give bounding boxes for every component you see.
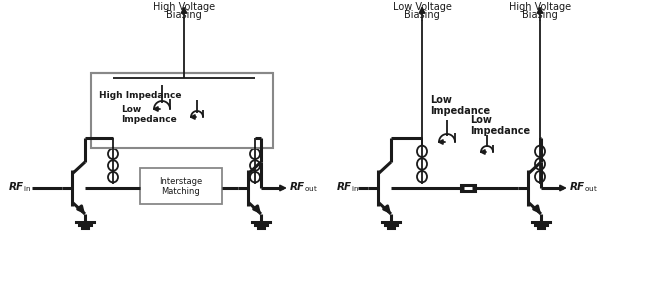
Text: Impedance: Impedance: [430, 106, 490, 116]
Text: Biasing: Biasing: [166, 10, 202, 20]
Text: RF$_{\rm out}$: RF$_{\rm out}$: [569, 180, 598, 194]
Text: RF$_{\rm out}$: RF$_{\rm out}$: [289, 180, 318, 194]
Text: RF$_{\rm in}$: RF$_{\rm in}$: [336, 180, 359, 194]
Text: Matching: Matching: [162, 188, 200, 196]
Text: RF$_{\rm in}$: RF$_{\rm in}$: [8, 180, 31, 194]
Bar: [91, 73, 273, 148]
Text: High Voltage: High Voltage: [509, 2, 571, 12]
Text: Low: Low: [430, 95, 452, 105]
Text: Low Voltage: Low Voltage: [392, 2, 451, 12]
Text: Biasing: Biasing: [404, 10, 440, 20]
Text: Interstage: Interstage: [160, 176, 203, 185]
Text: Low: Low: [470, 115, 492, 125]
Text: High Voltage: High Voltage: [153, 2, 215, 12]
Bar: [140, 168, 222, 204]
Text: Low: Low: [121, 105, 141, 114]
Text: Biasing: Biasing: [522, 10, 558, 20]
Text: High Impedance: High Impedance: [99, 91, 182, 100]
Text: Impedance: Impedance: [470, 126, 530, 136]
Text: Impedance: Impedance: [121, 115, 177, 124]
